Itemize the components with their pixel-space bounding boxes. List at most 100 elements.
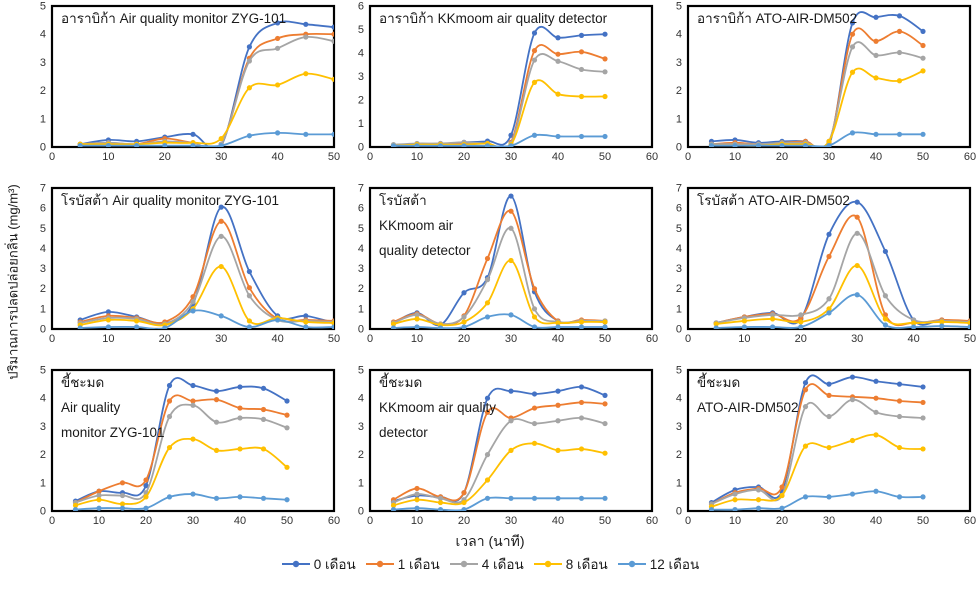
chart-title: อาราบิก้า KKmoom air quality detector <box>379 11 608 26</box>
series-1-marker <box>896 398 903 404</box>
series-4-marker <box>508 143 514 147</box>
series-2-marker <box>275 45 281 51</box>
series-2-marker <box>849 44 856 50</box>
x-tick-label: 30 <box>215 151 227 163</box>
y-tick-label: 4 <box>676 29 682 41</box>
series-3-marker <box>578 93 585 100</box>
series-2-marker <box>303 34 309 40</box>
y-tick-label: 4 <box>40 243 46 255</box>
y-tick-label: 4 <box>40 393 46 405</box>
series-4-line <box>392 313 606 329</box>
series-4-marker <box>77 325 83 329</box>
series-4-marker <box>602 133 608 140</box>
y-tick-label: 4 <box>676 393 682 405</box>
series-4-marker <box>96 505 102 511</box>
series-group <box>390 384 608 511</box>
series-4-line <box>79 131 334 147</box>
chart-panel-4: 0 1 2 3 4 5 6 7 0 10 20 30 40 50 โรบัสต้า Air quality … <box>26 184 344 348</box>
x-tick-label: 60 <box>646 515 658 527</box>
series-1-line <box>710 383 924 505</box>
series-0-marker <box>578 384 585 390</box>
series-4-marker <box>275 130 281 136</box>
x-tick-label: 40 <box>271 333 283 345</box>
series-2-line <box>710 41 924 147</box>
x-tick-label: 50 <box>281 515 293 527</box>
x-tick-label: 40 <box>870 515 882 527</box>
series-4-marker <box>826 142 832 147</box>
x-tick-label: 0 <box>685 333 691 345</box>
series-4-marker <box>826 310 832 316</box>
series-4-marker <box>939 323 945 329</box>
series-3-marker <box>849 69 856 75</box>
series-3-marker <box>920 68 926 74</box>
y-tick-label: 1 <box>676 477 682 489</box>
chart-panel-3: 0 1 2 3 4 5 0 10 20 30 40 50 60 อาราบิก้า ATO-AIR-DM5… <box>662 2 980 166</box>
legend-label: 1 เดือน <box>397 557 440 572</box>
series-1-line <box>392 401 606 502</box>
y-tick-label: 2 <box>676 283 682 295</box>
y-tick-label: 4 <box>40 29 46 41</box>
series-1-marker <box>826 253 832 260</box>
series-4-marker <box>741 324 747 329</box>
y-tick-label: 4 <box>358 243 364 255</box>
series-1-marker <box>920 399 926 406</box>
legend-marker-icon <box>533 560 562 568</box>
series-1-marker <box>190 398 196 404</box>
legend: 0 เดือน 1 เดือน 4 เดือน 8 เดือน 12 เดือน <box>0 553 980 575</box>
x-tick-label: 20 <box>159 333 171 345</box>
series-1-marker <box>484 255 491 262</box>
series-4-marker <box>920 494 926 500</box>
x-tick-label: 10 <box>102 151 114 163</box>
legend-marker-icon <box>281 560 310 568</box>
series-3-marker <box>920 446 926 452</box>
series-3-marker <box>849 437 856 444</box>
y-tick-label: 3 <box>676 263 682 275</box>
series-3-marker <box>143 494 149 500</box>
series-4-marker <box>967 324 970 329</box>
series-2-marker <box>854 230 860 236</box>
series-2-line <box>74 403 288 504</box>
series-1-marker <box>260 406 267 413</box>
series-3-marker <box>882 316 888 322</box>
x-tick-label: 20 <box>458 333 470 345</box>
series-2-line <box>392 416 606 504</box>
series-3-marker <box>602 319 608 325</box>
series-4-marker <box>849 130 856 136</box>
series-4-marker <box>162 142 168 147</box>
chart-panel-7: 0 1 2 3 4 5 0 10 20 30 40 50 60 ขี้ชะมด Air quality mon… <box>26 366 344 530</box>
series-1-marker <box>826 392 832 398</box>
x-tick-label: 50 <box>599 333 611 345</box>
series-1-marker <box>508 208 514 214</box>
series-0-line <box>74 377 288 503</box>
chart-title: monitor ZYG-101 <box>61 425 165 440</box>
series-group <box>708 11 926 147</box>
y-tick-label: 5 <box>358 223 364 235</box>
series-1-marker <box>578 49 585 55</box>
series-1-marker <box>896 28 903 34</box>
series-2-marker <box>484 277 491 283</box>
chart-title: ขี้ชะมด <box>379 372 422 390</box>
y-tick-label: 1 <box>40 303 46 315</box>
series-2-marker <box>190 402 196 408</box>
series-3-marker <box>331 76 334 82</box>
y-tick-label: 0 <box>40 324 46 336</box>
x-tick-label: 50 <box>328 151 340 163</box>
series-2-marker <box>882 293 888 299</box>
series-4-marker <box>390 143 397 147</box>
series-4-marker <box>708 506 715 511</box>
x-tick-label: 10 <box>729 515 741 527</box>
x-tick-label: 20 <box>159 151 171 163</box>
series-3-marker <box>246 318 252 324</box>
series-3-marker <box>237 446 243 452</box>
series-3-line <box>79 265 334 327</box>
series-1-marker <box>96 488 102 494</box>
series-4-marker <box>437 506 444 511</box>
series-4-marker <box>134 324 140 329</box>
series-2-marker <box>798 312 804 318</box>
series-3-marker <box>96 497 102 503</box>
series-2-marker <box>484 452 491 458</box>
series-3-marker <box>166 444 173 451</box>
series-2-marker <box>826 413 832 420</box>
x-tick-label: 30 <box>505 333 517 345</box>
